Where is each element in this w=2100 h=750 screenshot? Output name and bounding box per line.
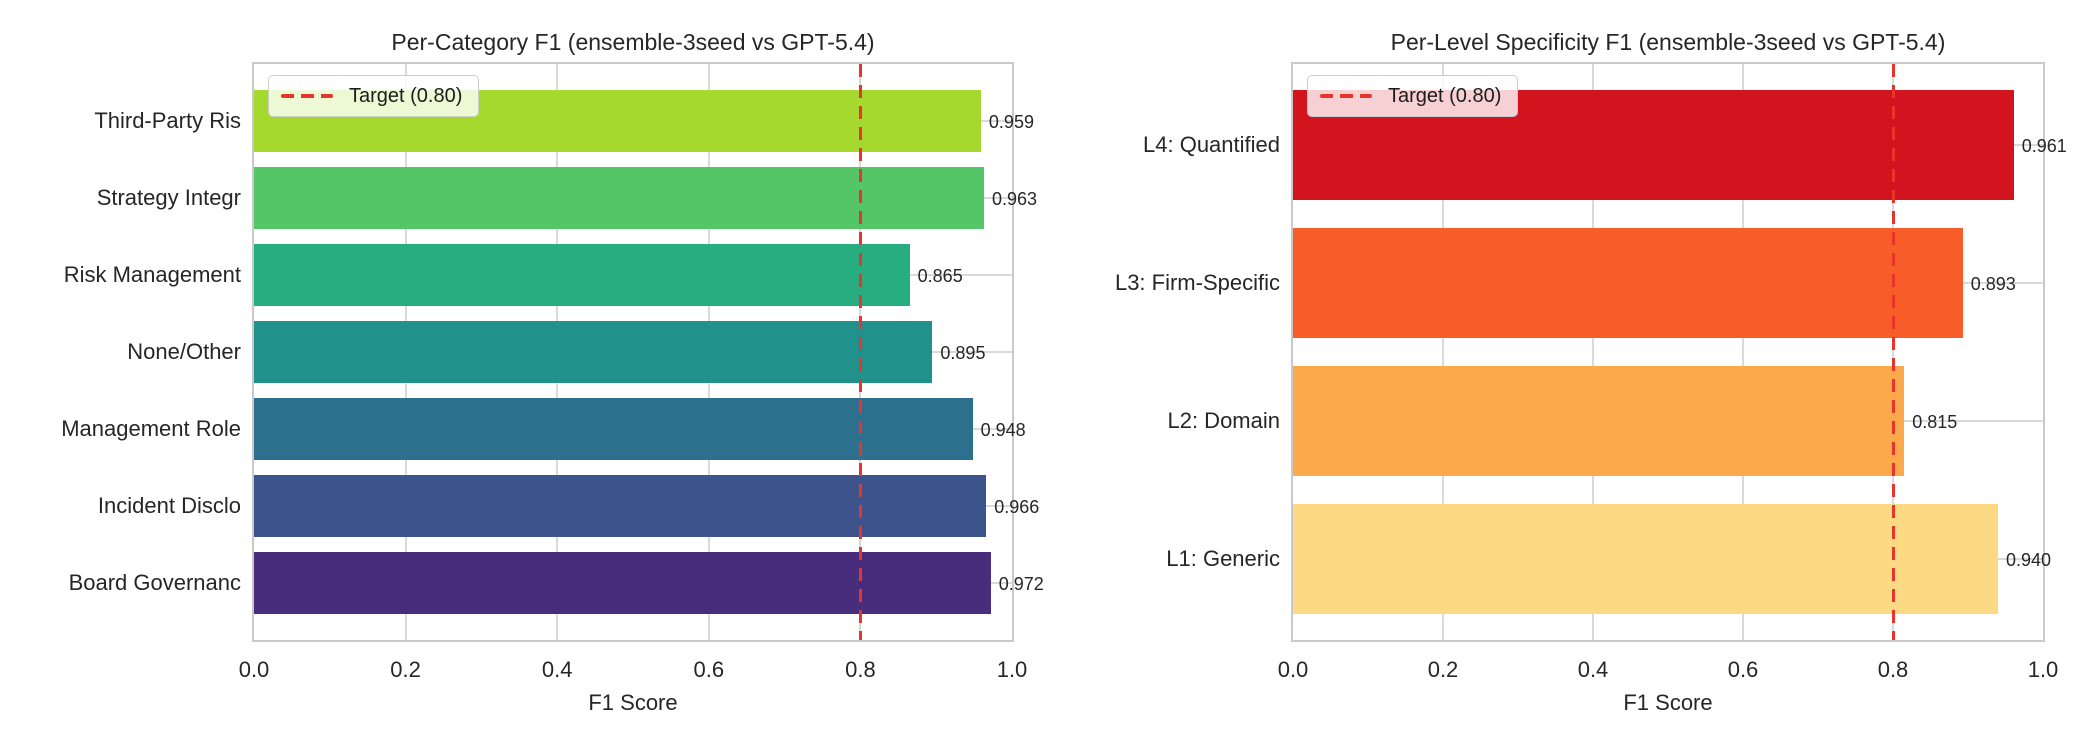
bar-value-label: 0.972 xyxy=(998,574,1044,595)
y-category-label: Third-Party Ris xyxy=(94,107,241,133)
bar-Board Governanc xyxy=(254,552,991,614)
bar-value-label: 0.895 xyxy=(940,343,986,363)
x-axis-label: F1 Score xyxy=(588,690,678,715)
y-category-label: Management Role xyxy=(61,416,241,441)
bar-Incident Disclo xyxy=(254,475,987,537)
x-tick-label: 0.8 xyxy=(1877,657,1909,682)
y-category-label: L2: Domain xyxy=(1167,407,1280,433)
x-tick-label: 1.0 xyxy=(996,657,1028,682)
bar-L1: Generic xyxy=(1293,503,1998,614)
bar-None/Other xyxy=(254,321,933,383)
x-tick-label: 0.8 xyxy=(845,657,876,682)
x-axis-label: F1 Score xyxy=(1623,690,1713,715)
bar-value-label: 0.961 xyxy=(2021,136,2067,157)
x-tick-label: 0.6 xyxy=(693,657,725,682)
bar-value-label: 0.815 xyxy=(1912,411,1958,432)
legend: Target (0.80) xyxy=(268,75,480,117)
per-level-specificity-f1-chart: Per-Level Specificity F1 (ensemble-3seed… xyxy=(1050,0,2100,750)
chart-title: Per-Category F1 (ensemble-3seed vs GPT-5… xyxy=(391,29,875,55)
plot-area: Target (0.80) 0.959 0.963 0.865 0.895 0.948 0… xyxy=(252,62,1044,642)
plot-area: Target (0.80) 0.961 0.893 0.815 0.940 xyxy=(1291,62,2067,642)
per-category-f1-chart: Per-Category F1 (ensemble-3seed vs GPT-5… xyxy=(61,29,1044,715)
legend-label: Target (0.80) xyxy=(349,85,463,107)
y-category-label: L3: Firm-Specific xyxy=(1114,270,1280,296)
x-tick-label: 0.6 xyxy=(1727,657,1759,682)
target-dashed-line-icon xyxy=(281,94,333,98)
bar-value-label: 0.865 xyxy=(917,265,963,286)
bar-L2: Domain xyxy=(1293,365,1905,476)
target-dashed-line-icon xyxy=(1320,94,1372,98)
x-gridline xyxy=(1442,64,1444,640)
bar-value-label: 0.966 xyxy=(994,497,1040,517)
y-category-label: L4: Quantified xyxy=(1143,132,1280,158)
target-reference-line xyxy=(858,64,862,640)
x-gridline xyxy=(1742,64,1744,640)
bar-value-label: 0.940 xyxy=(2006,549,2052,570)
y-category-label: Risk Management xyxy=(63,261,241,287)
bar-Management Role xyxy=(254,398,973,460)
bar-value-label: 0.893 xyxy=(1970,274,2016,295)
bar-L3: Firm-Specific xyxy=(1293,227,1963,339)
y-category-label: Incident Disclo xyxy=(97,493,241,518)
y-category-label: Board Governanc xyxy=(68,570,241,596)
target-reference-line xyxy=(1891,64,1895,640)
x-tick-label: 0.4 xyxy=(1577,657,1609,682)
y-category-label: None/Other xyxy=(127,339,241,364)
x-tick-label: 0.4 xyxy=(541,657,573,682)
x-tick-label: 0.2 xyxy=(1427,657,1459,682)
x-tick-label: 1.0 xyxy=(2027,657,2059,682)
bar-Strategy Integr xyxy=(254,167,984,229)
y-category-label: Strategy Integr xyxy=(96,184,241,210)
chart-title: Per-Level Specificity F1 (ensemble-3seed… xyxy=(1390,29,1946,55)
legend: Target (0.80) xyxy=(1307,75,1519,117)
bar-value-label: 0.963 xyxy=(991,188,1037,209)
x-tick-label: 0.0 xyxy=(238,657,270,682)
y-category-label: L1: Generic xyxy=(1166,545,1280,571)
bar-Risk Management xyxy=(254,244,910,306)
legend-label: Target (0.80) xyxy=(1388,85,1502,107)
x-tick-label: 0.2 xyxy=(390,657,421,682)
bar-value-label: 0.948 xyxy=(980,420,1026,440)
x-tick-label: 0.0 xyxy=(1277,657,1309,682)
x-gridline xyxy=(1592,64,1594,640)
bar-value-label: 0.959 xyxy=(988,111,1034,132)
